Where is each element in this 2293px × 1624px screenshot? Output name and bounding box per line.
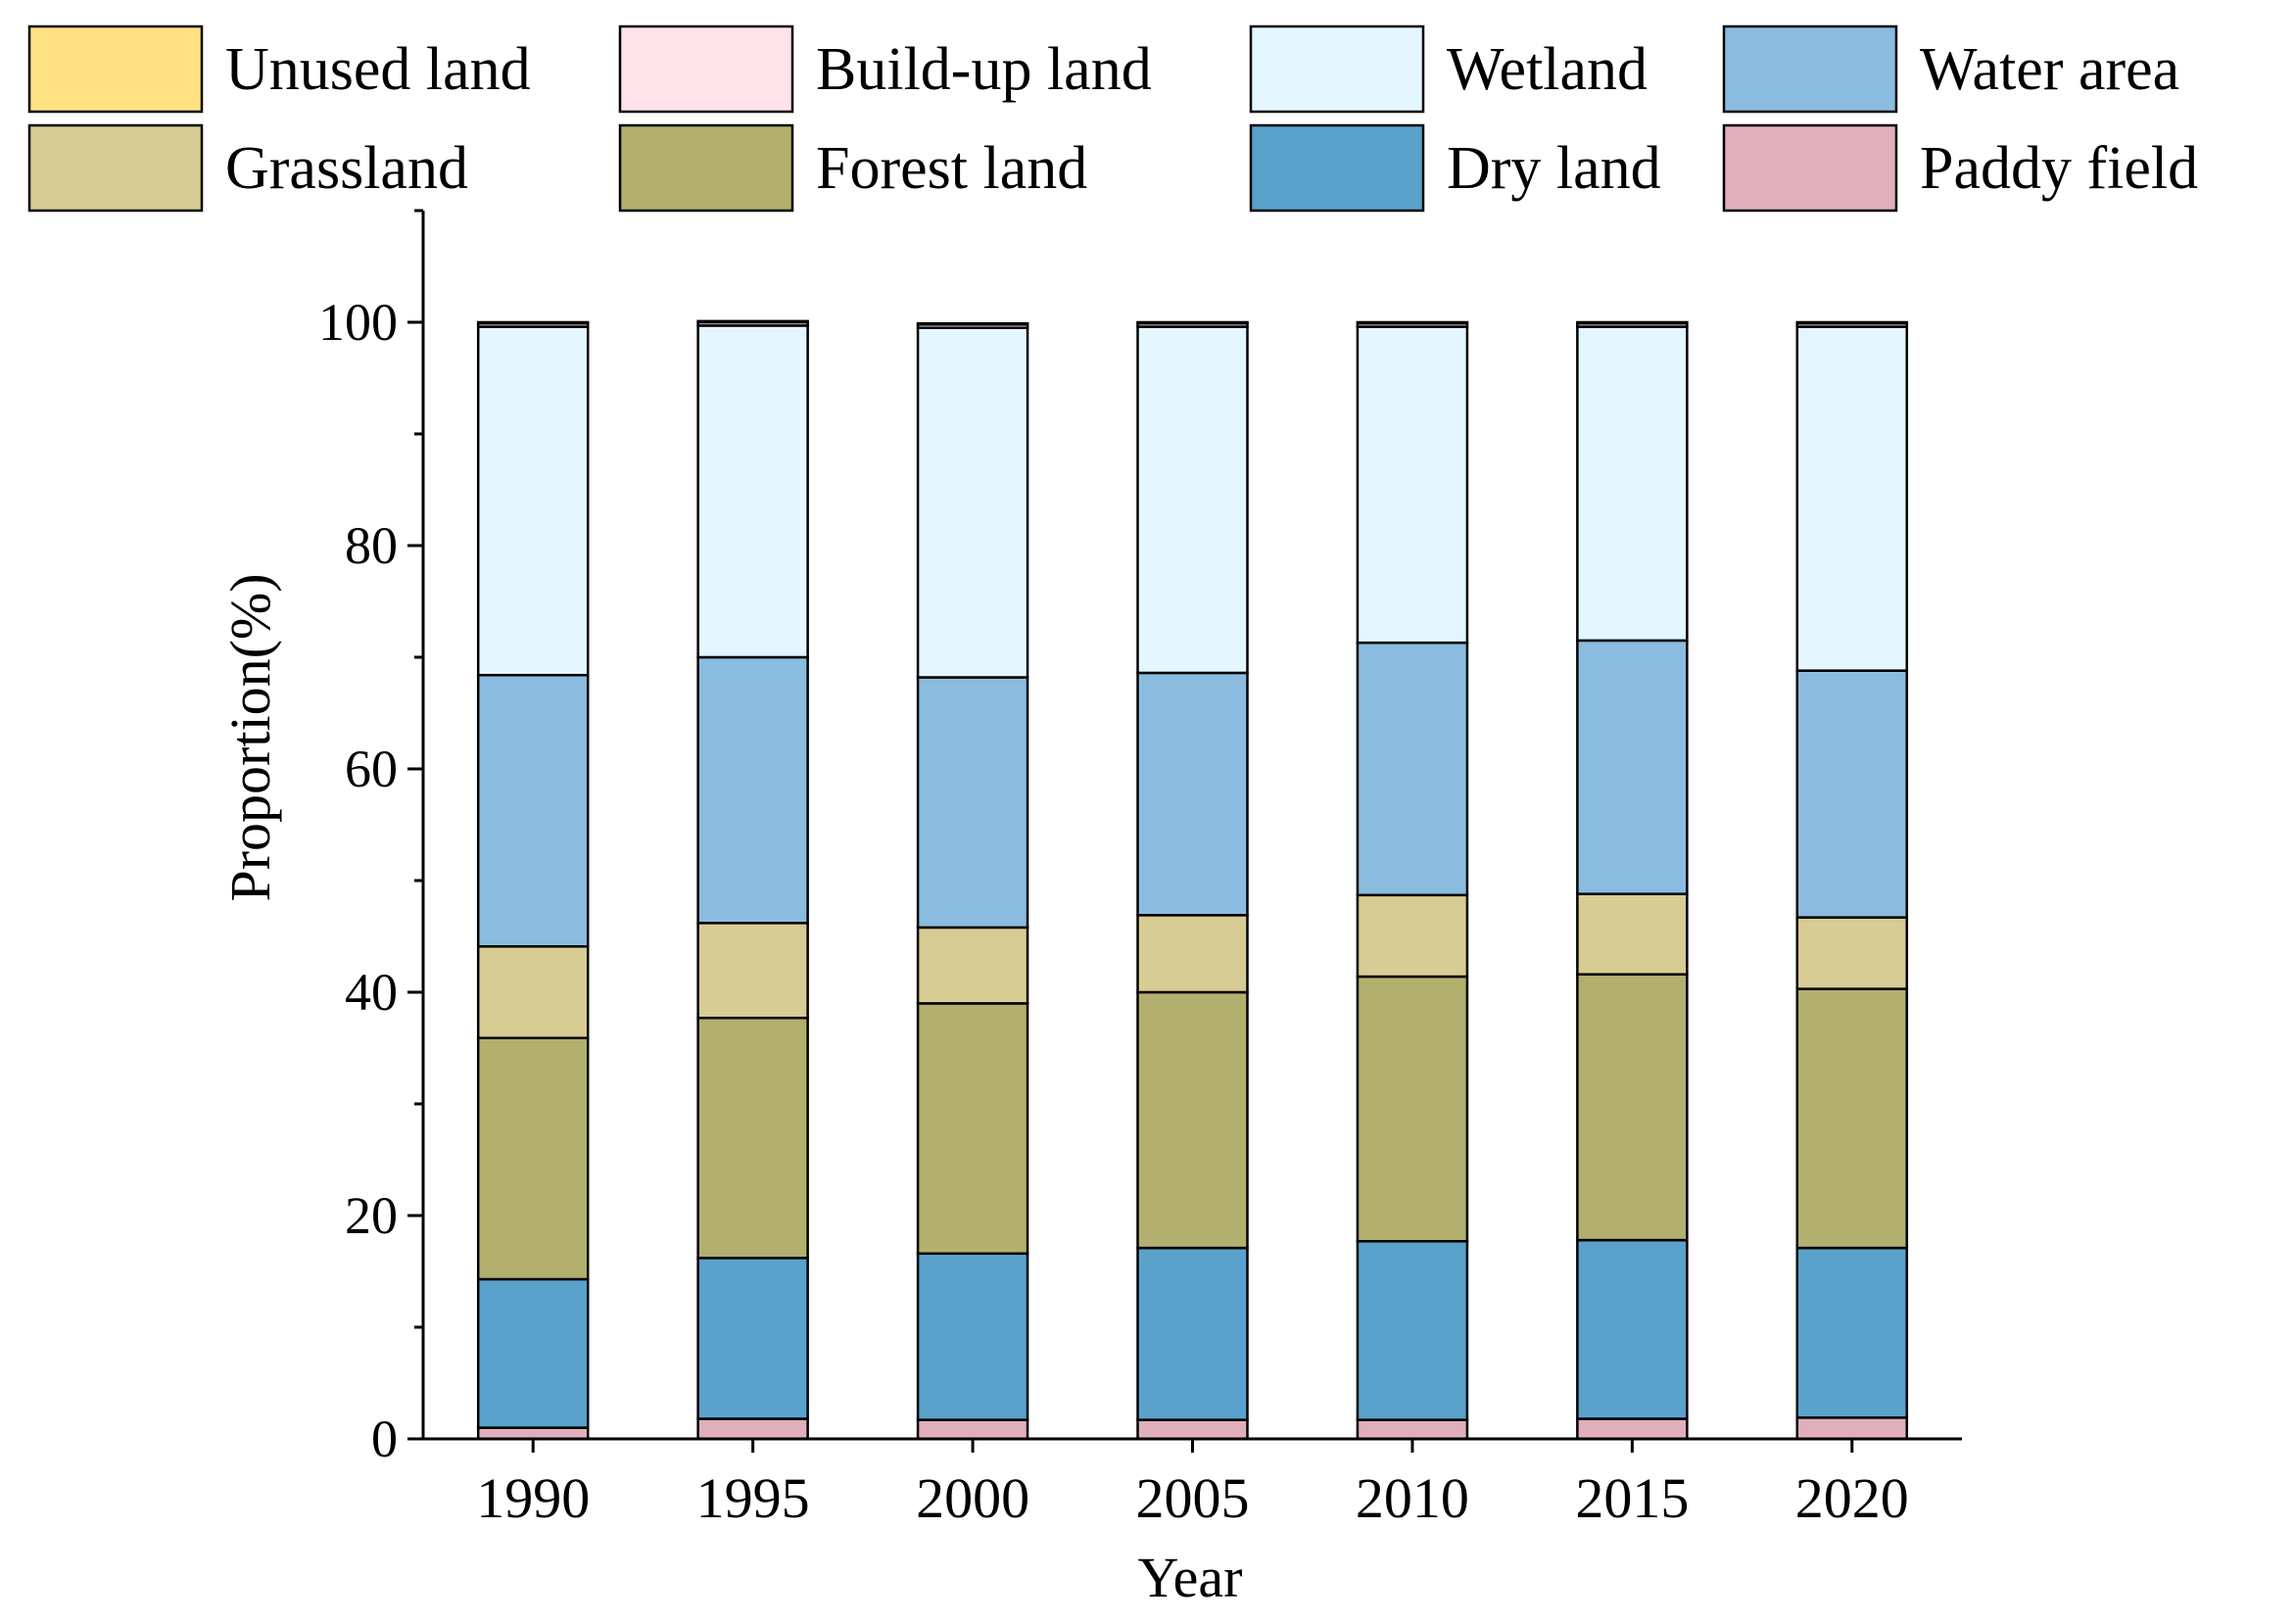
bar-wetland-2005: [1136, 325, 1249, 675]
bar-water-area-2010: [1356, 641, 1469, 897]
bar-grassland-1990: [476, 945, 590, 1039]
legend-label-build-up-land: Build-up land: [816, 36, 1152, 103]
x-tick-label-1990: 1990: [476, 1466, 590, 1530]
legend-label-dry-land: Dry land: [1447, 135, 1661, 202]
axes: 0 20 40 60 80 100 1990 1995 2000 2005 2010 2015 2020: [318, 209, 1962, 1530]
bar-water-area-2020: [1795, 669, 1909, 919]
bars: [476, 319, 1909, 1441]
x-tick-label-1995: 1995: [696, 1466, 810, 1530]
bar-paddy-field-2015: [1576, 1417, 1689, 1441]
x-tick-label-2020: 2020: [1795, 1466, 1909, 1530]
x-tick-label-2010: 2010: [1356, 1466, 1469, 1530]
legend-swatch-wetland: [1249, 24, 1425, 114]
legend-label-unused-land: Unused land: [225, 36, 531, 103]
legend-swatch-build-up-land: [618, 24, 794, 114]
x-axis-label: Year: [1138, 1546, 1243, 1609]
bar-grassland-2005: [1136, 914, 1249, 994]
bar-unused-land-1995: [696, 319, 809, 324]
bar-paddy-field-1995: [696, 1417, 809, 1441]
legend-label-water-area: Water area: [1920, 36, 2179, 103]
bar-paddy-field-1990: [476, 1426, 590, 1441]
y-tick-label: 40: [345, 963, 398, 1022]
legend: Unused land Build-up land Wetland Water are…: [27, 24, 2198, 213]
bar-wetland-2020: [1795, 325, 1909, 672]
bar-grassland-2010: [1356, 893, 1469, 979]
bar-paddy-field-2005: [1136, 1418, 1249, 1441]
legend-swatch-grassland: [27, 123, 204, 213]
legend-swatch-paddy-field: [1722, 123, 1898, 213]
bar-dry-land-1995: [696, 1257, 809, 1420]
x-tick-label-2005: 2005: [1136, 1466, 1250, 1530]
bar-forest-land-2010: [1356, 975, 1469, 1243]
bar-paddy-field-2010: [1356, 1418, 1469, 1441]
legend-label-paddy-field: Paddy field: [1920, 135, 2198, 202]
bar-grassland-1995: [696, 922, 809, 1020]
bar-unused-land-2015: [1576, 320, 1689, 325]
y-tick-label: 60: [345, 740, 398, 798]
bar-grassland-2020: [1795, 916, 1909, 990]
bar-dry-land-2020: [1795, 1246, 1909, 1419]
bar-forest-land-2005: [1136, 990, 1249, 1250]
bar-unused-land-2000: [916, 321, 1029, 326]
y-tick-label: 20: [345, 1186, 398, 1245]
y-tick-label: 0: [371, 1409, 398, 1468]
bar-wetland-2015: [1576, 325, 1689, 643]
bar-unused-land-2010: [1356, 320, 1469, 325]
bar-dry-land-2010: [1356, 1239, 1469, 1421]
bar-paddy-field-2000: [916, 1418, 1029, 1441]
legend-label-forest-land: Forest land: [816, 135, 1087, 202]
bar-water-area-2005: [1136, 671, 1249, 917]
legend-swatch-water-area: [1722, 24, 1898, 114]
y-tick-label: 80: [345, 516, 398, 575]
legend-label-grassland: Grassland: [225, 135, 468, 202]
bar-dry-land-1990: [476, 1277, 590, 1429]
bar-grassland-2000: [916, 926, 1029, 1005]
bar-dry-land-2015: [1576, 1238, 1689, 1420]
bar-water-area-1995: [696, 655, 809, 925]
bar-water-area-2015: [1576, 639, 1689, 895]
legend-label-wetland: Wetland: [1447, 36, 1648, 103]
x-tick-label-2015: 2015: [1575, 1466, 1689, 1530]
legend-swatch-forest-land: [618, 123, 794, 213]
bar-grassland-2015: [1576, 892, 1689, 977]
y-tick-label: 100: [318, 293, 398, 352]
bar-paddy-field-2020: [1795, 1416, 1909, 1441]
bar-forest-land-1995: [696, 1016, 809, 1260]
bar-wetland-1990: [476, 325, 590, 677]
bar-unused-land-2005: [1136, 320, 1249, 325]
bar-forest-land-2000: [916, 1002, 1029, 1256]
legend-swatch-unused-land: [27, 24, 204, 114]
y-axis-label: Proportion(%): [218, 573, 282, 901]
bar-dry-land-2005: [1136, 1246, 1249, 1421]
bar-wetland-2010: [1356, 325, 1469, 645]
bar-forest-land-1990: [476, 1036, 590, 1281]
bar-water-area-1990: [476, 673, 590, 948]
x-tick-label-2000: 2000: [916, 1466, 1029, 1530]
bar-wetland-2000: [916, 326, 1029, 679]
bar-dry-land-2000: [916, 1252, 1029, 1421]
bar-unused-land-1990: [476, 320, 590, 325]
bar-forest-land-2020: [1795, 987, 1909, 1250]
bar-water-area-2000: [916, 676, 1029, 930]
bar-forest-land-2015: [1576, 973, 1689, 1242]
bar-unused-land-2020: [1795, 320, 1909, 325]
bar-wetland-1995: [696, 324, 809, 659]
legend-swatch-dry-land: [1249, 123, 1425, 213]
